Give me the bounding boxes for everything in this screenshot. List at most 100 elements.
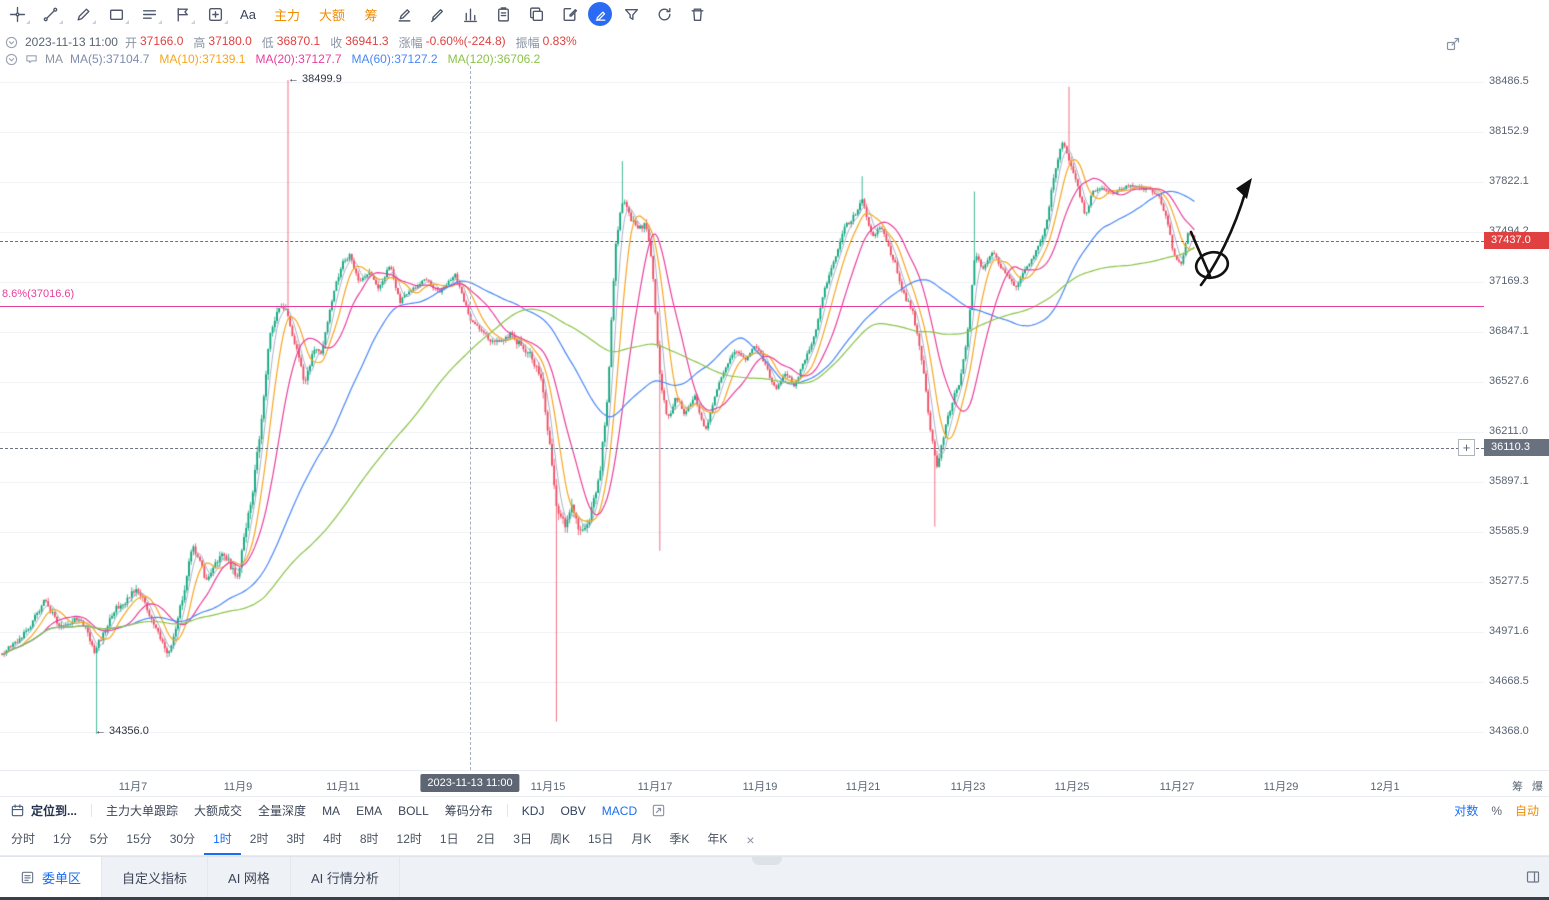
timeframe-bar: 分时 1分 5分 15分 30分 1时 2时 3时 4时 8时 12时 1日 2日 3日 周K 15日 月K 季K…: [0, 824, 1549, 856]
timeframe-item[interactable]: 季K: [669, 832, 690, 846]
timeframe-item[interactable]: 2时: [249, 832, 269, 846]
measure-level-line[interactable]: [0, 448, 1484, 449]
overlay-indicator-item[interactable]: 筹码分布: [444, 804, 493, 818]
filter-tool[interactable]: [617, 2, 645, 26]
timeframe-list: 分时 1分 5分 15分 30分 1时 2时 3时 4时 8时 12时 1日 2日 3日 周K 15日 月K 季K…: [2, 824, 736, 855]
axis-extra-label[interactable]: 筹: [1512, 781, 1523, 793]
bottom-tab-list: 委单区 自定义指标 AI 网格 AI 行情分析: [0, 857, 400, 897]
delete-tool[interactable]: [683, 2, 711, 26]
date-label: 11月23: [950, 781, 986, 793]
ohlc-fields: 开 37166.0 高 37180.0 低 36870.1 收 36941.3 涨幅 -0.60%…: [125, 34, 577, 51]
locate-button[interactable]: 定位到...: [10, 802, 77, 819]
timeframe-item[interactable]: 年K: [707, 832, 728, 846]
clipboard-tool[interactable]: [489, 2, 517, 26]
timeframe-item[interactable]: 2日: [476, 832, 496, 846]
collapse-circle-icon[interactable]: [5, 36, 18, 49]
overlay-indicator-item[interactable]: MA: [322, 803, 341, 818]
panel-layout-button[interactable]: [1525, 857, 1541, 897]
horizontal-lines-tool[interactable]: [135, 2, 163, 26]
timeframe-item[interactable]: 30分: [169, 832, 196, 846]
date-label: 12月1: [1370, 781, 1400, 793]
popout-window-button[interactable]: [1444, 35, 1462, 53]
axis-scale-option[interactable]: 自动: [1514, 804, 1539, 818]
note-edit-tool[interactable]: [555, 2, 583, 26]
oscillator-indicator-item[interactable]: MACD: [601, 803, 638, 818]
text-tool[interactable]: Aa: [234, 2, 262, 26]
collapse-handle[interactable]: [752, 857, 782, 865]
timeframe-item[interactable]: 月K: [631, 832, 652, 846]
overlay-indicator-item[interactable]: BOLL: [398, 803, 429, 818]
candlestick-chart-canvas[interactable]: [0, 28, 1549, 770]
price-label: 37169.3: [1489, 275, 1529, 287]
field-value: 36870.1: [276, 33, 321, 48]
trendline-tool[interactable]: [36, 2, 64, 26]
collapse-circle-icon[interactable]: [5, 53, 18, 66]
bottom-tab[interactable]: AI 行情分析: [291, 857, 400, 897]
marker-tool[interactable]: [423, 2, 451, 26]
overlay-indicator-item[interactable]: 主力大单跟踪: [106, 804, 179, 818]
large-order-button[interactable]: 大额: [312, 2, 352, 26]
replay-tool[interactable]: [650, 2, 678, 26]
volume-profile-tool[interactable]: [456, 2, 484, 26]
bottom-tab[interactable]: 委单区: [0, 857, 103, 897]
field-value: 37166.0: [139, 33, 184, 48]
axis-scale-option[interactable]: 对数: [1454, 804, 1479, 818]
timeframe-item[interactable]: 周K: [549, 832, 570, 846]
bottom-tab[interactable]: 自定义指标: [102, 857, 209, 897]
bottom-tab[interactable]: AI 网格: [208, 857, 291, 897]
overlay-indicator-item[interactable]: 全量深度: [258, 804, 307, 818]
timeframe-item[interactable]: 8时: [359, 832, 379, 846]
ma-value: MA(20):37127.7: [255, 52, 342, 66]
crosshair-tool[interactable]: [3, 2, 31, 26]
axis-scale-option[interactable]: %: [1491, 803, 1502, 818]
oscillator-indicator-item[interactable]: KDJ: [521, 803, 545, 818]
copy-icon: [529, 6, 543, 21]
timeframe-item[interactable]: 1时: [204, 824, 241, 855]
divider: [91, 804, 93, 817]
add-panel-tool[interactable]: [201, 2, 229, 26]
time-axis[interactable]: 11月7 11月9 11月11 11月15 11月17 11月19 11月21 11月23 11…: [0, 770, 1549, 796]
axis-extra-label[interactable]: 爆: [1532, 781, 1543, 793]
timeframe-item[interactable]: 1日: [439, 832, 459, 846]
tab-label: 自定义指标: [122, 870, 188, 886]
timeframe-item[interactable]: 15分: [126, 832, 152, 846]
brush-tool[interactable]: [69, 2, 97, 26]
main-force-button[interactable]: 主力: [267, 2, 307, 26]
overlay-indicator-item[interactable]: EMA: [356, 803, 383, 818]
chips-button[interactable]: 筹: [357, 2, 385, 26]
shape-rectangle-tool[interactable]: [102, 2, 130, 26]
timeframe-item[interactable]: 1分: [53, 832, 72, 846]
pen-tool[interactable]: [390, 2, 418, 26]
highlighter-tool[interactable]: [588, 2, 613, 26]
ohlc-field: 振幅 0.83%: [516, 34, 577, 51]
timeframe-item[interactable]: 15日: [587, 832, 614, 846]
timeframe-item[interactable]: 分时: [11, 832, 36, 846]
ohlc-field: 低 36870.1: [262, 34, 320, 51]
comment-icon[interactable]: [25, 53, 38, 66]
timeframe-item[interactable]: 12时: [396, 832, 422, 846]
field-label: 振幅: [515, 35, 540, 50]
price-label: 36527.6: [1489, 375, 1529, 387]
date-label: 11月7: [118, 781, 148, 793]
timeframe-item[interactable]: 3日: [513, 832, 532, 846]
timeframe-item[interactable]: 5分: [89, 832, 109, 846]
field-label: 收: [330, 35, 343, 50]
close-icon[interactable]: ×: [746, 831, 755, 848]
pattern-flag-tool[interactable]: [168, 2, 196, 26]
chart-area[interactable]: 2023-11-13 11:00 开 37166.0 高 37180.0 低 36870.…: [0, 28, 1549, 770]
field-value: 36941.3: [345, 33, 389, 48]
oscillator-indicator-item[interactable]: OBV: [560, 803, 586, 818]
overlay-indicator-item[interactable]: 大额成交: [194, 804, 243, 818]
low-price-annotation: ← 34356.0: [95, 725, 149, 737]
copy-tool[interactable]: [522, 2, 550, 26]
bar-chart-icon: [463, 7, 477, 22]
timeframe-item[interactable]: 4时: [323, 832, 342, 846]
add-indicator-button[interactable]: [651, 803, 666, 818]
ma-value: MA(120):36706.2: [447, 52, 541, 66]
timeframe-item[interactable]: 3时: [286, 832, 306, 846]
price-label: 37822.1: [1489, 175, 1529, 187]
measure-add-button[interactable]: +: [1458, 439, 1475, 456]
highlighter-icon: [595, 11, 605, 21]
current-price-line: [0, 241, 1484, 242]
fib-level-line[interactable]: [0, 306, 1484, 307]
